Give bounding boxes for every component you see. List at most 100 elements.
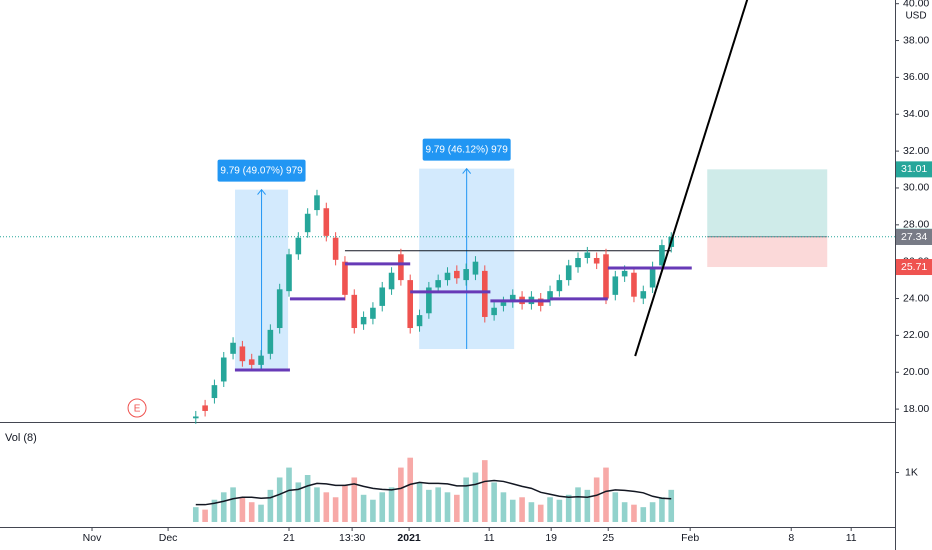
candle-body [575, 257, 581, 268]
candle-body [454, 270, 460, 279]
volume-bar [435, 487, 441, 522]
candle-body [192, 416, 199, 419]
candle-body [286, 254, 292, 292]
volume-bar [202, 509, 208, 522]
measure-label-box [217, 159, 306, 182]
volume-bar [211, 499, 218, 522]
volume-bar [407, 457, 414, 522]
volume-title: Vol (8) [5, 432, 37, 444]
candle-body [640, 291, 647, 299]
y-tick-label: 38.00 [903, 34, 929, 46]
volume-bar [584, 489, 591, 522]
candle-body [500, 302, 507, 306]
volume-bar [472, 472, 479, 522]
volume-bar [481, 460, 488, 522]
y-tick-label: 22.00 [903, 329, 929, 341]
candle-body [547, 291, 553, 301]
volume-bar [192, 507, 199, 522]
volume-bar [230, 487, 236, 522]
candle-body [276, 289, 283, 329]
candle-body [481, 270, 488, 317]
volume-bar [491, 482, 497, 522]
volume-bar [323, 492, 330, 522]
volume-tick-label: 1K [905, 466, 918, 478]
candle-body [612, 276, 619, 295]
measure-arrow-head [257, 188, 266, 195]
volume-bar [500, 492, 507, 522]
currency: USD [905, 11, 926, 22]
position-profit [707, 169, 828, 237]
candle-body [239, 346, 246, 362]
candle-body [621, 270, 628, 277]
candle-body [388, 272, 395, 290]
volume-bar [416, 482, 423, 522]
volume-bar [454, 494, 460, 522]
measure-label: 9.79 (46.12%) 979 [426, 144, 509, 155]
measure-label-box [422, 138, 511, 161]
volume-bar [220, 492, 227, 522]
candle-body [509, 294, 516, 303]
candle-body [659, 245, 665, 266]
volume-bar [295, 482, 302, 522]
volume-bar [528, 502, 535, 522]
earnings-marker [127, 398, 147, 418]
x-tick-label: 8 [788, 532, 794, 544]
candle-body [407, 280, 414, 329]
volume-bar [649, 502, 656, 522]
volume-bar [304, 475, 311, 522]
candle-body [398, 254, 404, 281]
volume-bar [276, 477, 283, 522]
volume-bar [659, 497, 665, 522]
volume-bar [388, 487, 395, 522]
volume-bar [248, 502, 255, 522]
volume-bar [668, 489, 675, 522]
x-tick-label: Feb [681, 532, 699, 544]
candle-body [295, 237, 302, 255]
volume-bar [621, 502, 628, 522]
x-tick-label: 21 [283, 532, 295, 544]
earnings-label: E [134, 404, 141, 415]
candle-body [248, 359, 255, 365]
candle-body [351, 294, 358, 329]
volume-bar [575, 487, 581, 522]
candle-body [230, 342, 236, 354]
x-tick-label: 13:30 [339, 532, 365, 544]
candle-body [435, 280, 441, 288]
volume-bar [444, 492, 451, 522]
candle-body [584, 252, 591, 258]
volume-bar [631, 504, 637, 522]
volume-bar [314, 487, 320, 522]
x-tick-label: 11 [484, 532, 495, 544]
x-tick-label: Nov [83, 532, 102, 544]
volume-bar [239, 497, 246, 522]
y-tick-label: 28.00 [903, 219, 929, 231]
y-tick-label: 40.00 [903, 0, 929, 9]
candle-body [379, 287, 386, 306]
y-tick-label: 32.00 [903, 145, 929, 157]
volume-bar [537, 504, 544, 522]
volume-bar [286, 467, 292, 522]
y-tick-label: 30.00 [903, 182, 929, 194]
price-label: 25.71 [901, 261, 927, 273]
candle-body [593, 257, 600, 264]
x-tick-label: 25 [602, 532, 614, 544]
candle-body [565, 265, 572, 281]
candle-body [491, 307, 497, 316]
volume-bar [463, 477, 469, 522]
candle-body [416, 315, 423, 327]
candle-body [220, 357, 227, 382]
candle-body [314, 195, 320, 211]
price-label: 27.34 [901, 231, 927, 243]
candle-body [332, 237, 339, 260]
candle-body [556, 280, 563, 292]
candle-body [304, 213, 311, 233]
candle-body [323, 208, 330, 236]
candle-body [360, 316, 367, 325]
candle-body [342, 261, 348, 295]
volume-bar [603, 467, 609, 522]
candle-body [649, 267, 656, 288]
candle-body [202, 405, 208, 411]
price-label-box [896, 161, 932, 178]
x-tick-label: 19 [545, 532, 557, 544]
